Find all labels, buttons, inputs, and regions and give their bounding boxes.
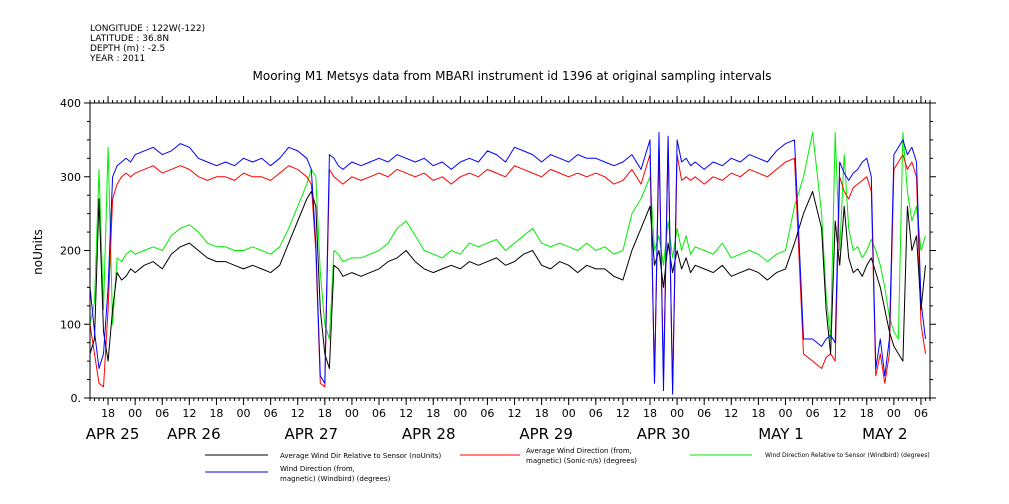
x-tick-label: 00 xyxy=(237,407,251,420)
legend-entry-black: Average Wind Dir Relative to Sensor (noU… xyxy=(205,452,441,460)
axes-layer: 0. 100 200 300 400 18 00 06 12 18 00 06 12 18 00 06 12 18… xyxy=(60,96,936,443)
chart-title: Mooring M1 Metsys data from MBARI instru… xyxy=(253,69,772,83)
x-tick-label: 06 xyxy=(264,407,278,420)
x-tick-label: 00 xyxy=(778,407,792,420)
x-date-label: APR 28 xyxy=(402,425,456,443)
x-tick-label: 12 xyxy=(399,407,413,420)
x-date-label: APR 25 xyxy=(86,425,140,443)
x-tick-label: 18 xyxy=(860,407,874,420)
longitude-text: LONGITUDE : 122W(-122) xyxy=(90,24,205,34)
x-tick-label: 12 xyxy=(182,407,196,420)
legend: Average Wind Dir Relative to Sensor (noU… xyxy=(205,447,930,483)
y-tick-label: 0. xyxy=(71,392,82,405)
latitude-text: LATITUDE : 36.8N xyxy=(90,34,169,44)
x-tick-label: 06 xyxy=(914,407,928,420)
x-tick-label: 00 xyxy=(128,407,142,420)
legend-entry-blue: Wind Direction (from, magnetic) (Windbir… xyxy=(205,465,391,483)
legend-entry-red: Average Wind Direction (from, magnetic) … xyxy=(460,447,637,465)
series-line-black xyxy=(89,191,926,369)
x-tick-label: 06 xyxy=(806,407,820,420)
legend-label-blue-1: Wind Direction (from, xyxy=(280,465,355,473)
x-date-label: APR 29 xyxy=(519,425,573,443)
x-tick-label: 00 xyxy=(453,407,467,420)
legend-label-blue-2: magnetic) (Windbird) (degrees) xyxy=(280,475,391,483)
legend-label-red-2: magnetic) (Sonic-n/s) (degrees) xyxy=(526,457,637,465)
x-tick-label: 06 xyxy=(372,407,386,420)
x-tick-label: 06 xyxy=(589,407,603,420)
x-tick-label: 06 xyxy=(155,407,169,420)
x-date-label: APR 30 xyxy=(637,425,691,443)
x-tick-label: 12 xyxy=(291,407,305,420)
series-line-green xyxy=(89,132,926,340)
depth-text: DEPTH (m) : -2.5 xyxy=(90,44,165,54)
x-tick-label: 12 xyxy=(508,407,522,420)
x-tick-label: 18 xyxy=(101,407,115,420)
legend-label-green: Wind Direction Relative to Sensor (Windb… xyxy=(765,452,930,459)
x-date-label: APR 27 xyxy=(284,425,338,443)
legend-label-black: Average Wind Dir Relative to Sensor (noU… xyxy=(280,452,441,460)
series-line-blue xyxy=(89,132,926,395)
x-tick-label: 12 xyxy=(724,407,738,420)
x-date-label: MAY 1 xyxy=(758,425,804,443)
x-tick-label: 00 xyxy=(670,407,684,420)
x-tick-label: 00 xyxy=(562,407,576,420)
series-layer xyxy=(89,132,926,395)
x-date-label: MAY 2 xyxy=(862,425,908,443)
x-tick-label: 18 xyxy=(751,407,765,420)
x-tick-label: 06 xyxy=(697,407,711,420)
x-tick-label: 18 xyxy=(535,407,549,420)
x-tick-label: 00 xyxy=(887,407,901,420)
x-tick-label: 12 xyxy=(616,407,630,420)
x-tick-label: 18 xyxy=(643,407,657,420)
legend-label-red-1: Average Wind Direction (from, xyxy=(526,447,632,455)
year-text: YEAR : 2011 xyxy=(89,54,145,64)
x-tick-label: 12 xyxy=(833,407,847,420)
y-tick-label: 400 xyxy=(60,97,81,110)
y-axis-label: noUnits xyxy=(31,229,45,275)
legend-entry-green: Wind Direction Relative to Sensor (Windb… xyxy=(690,452,930,459)
x-tick-label: 18 xyxy=(209,407,223,420)
x-date-label: APR 26 xyxy=(167,425,221,443)
x-tick-label: 06 xyxy=(480,407,494,420)
x-tick-label: 00 xyxy=(345,407,359,420)
y-tick-label: 100 xyxy=(60,318,81,331)
x-tick-label: 18 xyxy=(318,407,332,420)
x-tick-label: 18 xyxy=(426,407,440,420)
y-tick-label: 200 xyxy=(60,245,81,258)
y-tick-label: 300 xyxy=(60,171,81,184)
metadata-block: LONGITUDE : 122W(-122) LATITUDE : 36.8N … xyxy=(89,24,205,64)
